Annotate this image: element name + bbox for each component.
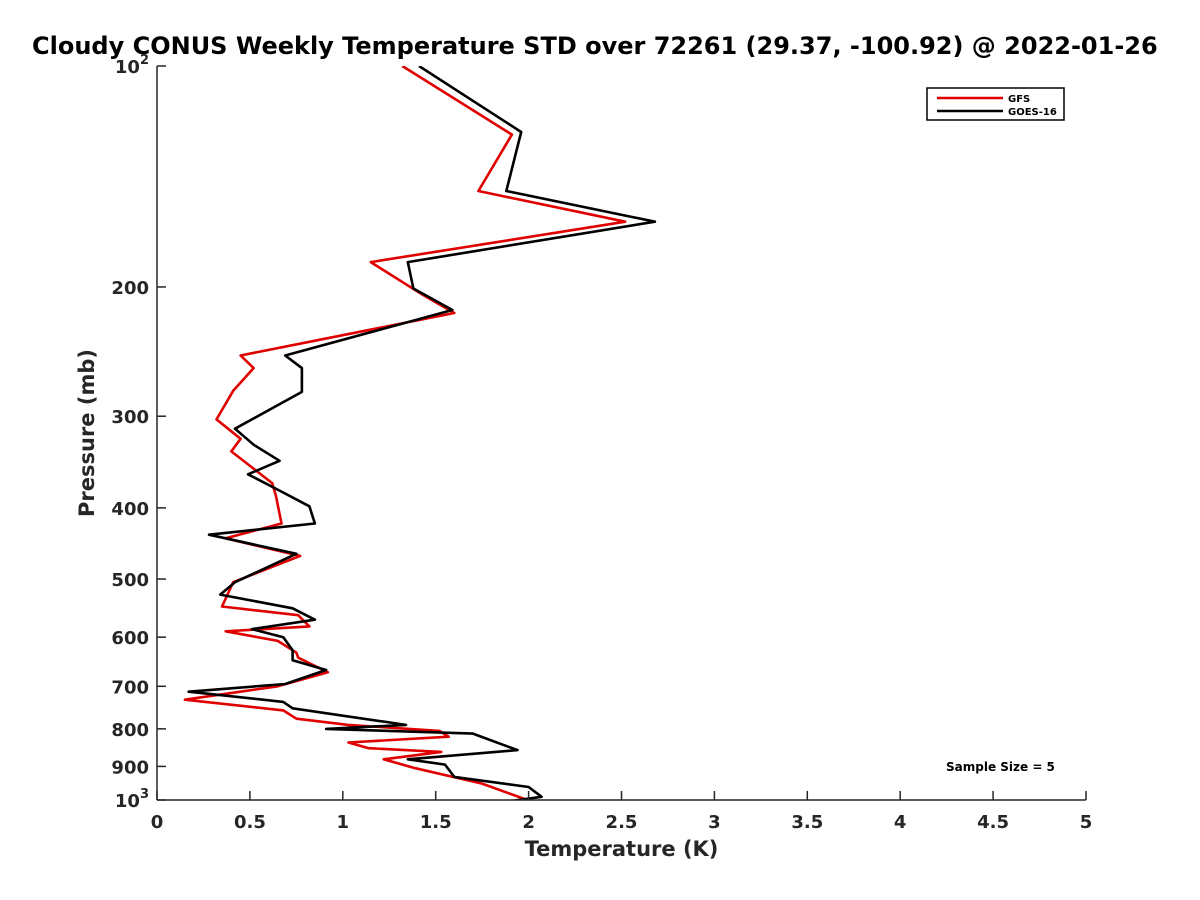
y-tick-label: 300: [111, 407, 149, 428]
y-axis-label: Pressure (mb): [75, 349, 99, 517]
x-tick-label: 0.5: [234, 812, 266, 833]
y-tick-label: 900: [111, 757, 149, 778]
y-tick-label: 400: [111, 499, 149, 520]
axes-layer: 0 0.5 1 1.5 2 2.5 3 3.5 4 4.5 5 102 200 300 400 500 600 7…: [111, 53, 1092, 833]
x-tick-label: 0: [151, 812, 164, 833]
x-tick-label: 2.5: [606, 812, 638, 833]
series-line-goes-16: [187, 66, 657, 800]
legend-label: GFS: [1008, 94, 1030, 105]
x-tick-label: 3.5: [791, 812, 823, 833]
chart-title: Cloudy CONUS Weekly Temperature STD over…: [32, 32, 1158, 60]
y-tick-label: 800: [111, 720, 149, 741]
x-tick-label: 3: [708, 812, 721, 833]
sample-size-annotation: Sample Size = 5: [946, 760, 1055, 774]
y-tick-label: 500: [111, 570, 149, 591]
y-tick-label: 102: [115, 53, 149, 78]
x-tick-label: 2: [522, 812, 535, 833]
x-tick-label: 1.5: [420, 812, 452, 833]
x-tick-label: 4: [894, 812, 907, 833]
series-layer: [183, 66, 657, 800]
y-tick-label: 600: [111, 628, 149, 649]
x-tick-label: 4.5: [977, 812, 1009, 833]
legend-box: [926, 87, 1065, 121]
legend-label: GOES-16: [1008, 107, 1057, 118]
x-tick-label: 5: [1080, 812, 1093, 833]
y-tick-label: 200: [111, 278, 149, 299]
y-tick-label: 700: [111, 677, 149, 698]
legend: GFS GOES-16: [926, 87, 1065, 121]
y-tick-label: 103: [115, 787, 149, 812]
x-axis-label: Temperature (K): [525, 837, 719, 861]
series-line-gfs: [183, 66, 627, 800]
x-tick-label: 1: [337, 812, 350, 833]
